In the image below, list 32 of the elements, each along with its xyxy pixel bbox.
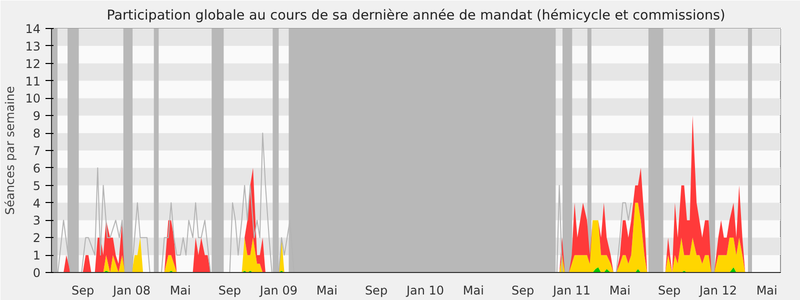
y-tick-label: 6 <box>32 161 41 176</box>
x-tick-label: Jan 12 <box>698 284 738 298</box>
y-tick-label: 8 <box>32 126 41 141</box>
y-tick-label: 14 <box>25 22 41 36</box>
x-tick-label: Jan 08 <box>112 284 151 298</box>
y-tick-label: 11 <box>25 74 41 88</box>
y-tick-label: 13 <box>25 39 41 54</box>
x-tick-label: Sep <box>218 284 242 298</box>
x-tick-label: Mai <box>170 284 191 298</box>
y-tick-label: 4 <box>32 196 41 210</box>
y-tick-label: 2 <box>32 231 41 246</box>
y-tick-label: 0 <box>32 266 41 280</box>
x-tick-label: Mai <box>609 284 630 298</box>
y-tick-label: 3 <box>32 214 41 228</box>
x-tick-label: Sep <box>364 284 388 298</box>
y-axis-title: Séances par semaine <box>3 86 18 215</box>
x-tick-label: Jan 09 <box>258 284 298 298</box>
x-tick-label: Mai <box>462 284 484 298</box>
x-tick-label: Jan 11 <box>552 284 591 298</box>
y-tick-label: 7 <box>32 144 41 158</box>
x-tick-label: Jan 10 <box>405 284 444 298</box>
y-tick-label: 1 <box>32 248 41 263</box>
y-tick-label: 5 <box>32 178 41 193</box>
chart-title: Participation globale au cours de sa dernière année de mandat (hémicycle et commissions) <box>106 8 726 24</box>
x-tick-label: Sep <box>658 284 681 298</box>
x-tick-label: Mai <box>756 284 778 298</box>
y-tick-label: 9 <box>32 109 41 124</box>
x-tick-label: Mai <box>316 284 338 298</box>
x-tick-label: Sep <box>511 284 534 298</box>
x-tick-label: Sep <box>72 284 94 298</box>
y-tick-label: 12 <box>25 56 41 71</box>
y-tick-label: 10 <box>25 92 41 106</box>
